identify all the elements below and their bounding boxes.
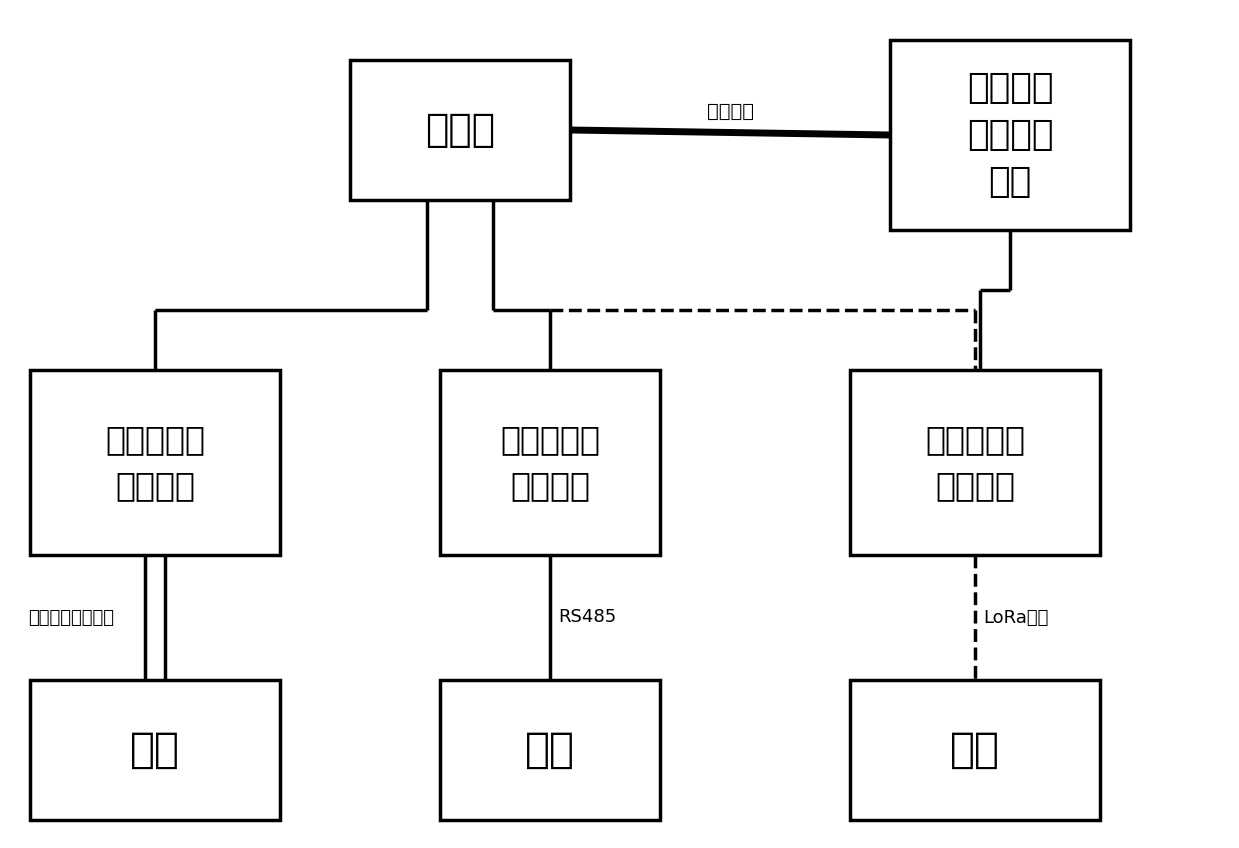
Text: LoRa无线: LoRa无线 xyxy=(983,609,1048,627)
Bar xyxy=(349,60,570,200)
Text: 塑料光纤双
模采集器: 塑料光纤双 模采集器 xyxy=(926,423,1025,502)
Text: 表箱: 表箱 xyxy=(525,729,575,771)
Text: 表箱: 表箱 xyxy=(950,729,1000,771)
Text: 塑料光纤双
模采集器: 塑料光纤双 模采集器 xyxy=(501,423,600,502)
Bar xyxy=(890,40,1130,230)
Text: 用户用电
信息采集
系统: 用户用电 信息采集 系统 xyxy=(966,70,1053,199)
Bar xyxy=(30,680,280,820)
Bar xyxy=(850,680,1100,820)
Text: RS485: RS485 xyxy=(558,609,616,627)
Text: 表箱: 表箱 xyxy=(130,729,180,771)
Text: 塑料光纤双
模采集器: 塑料光纤双 模采集器 xyxy=(105,423,204,502)
Bar xyxy=(440,370,660,555)
Bar xyxy=(440,680,660,820)
Bar xyxy=(850,370,1100,555)
Text: 集中器: 集中器 xyxy=(425,111,496,149)
Text: 无线专网: 无线专网 xyxy=(706,102,753,120)
Bar xyxy=(30,370,280,555)
Text: 塑料光纤单芯次环: 塑料光纤单芯次环 xyxy=(28,609,114,627)
